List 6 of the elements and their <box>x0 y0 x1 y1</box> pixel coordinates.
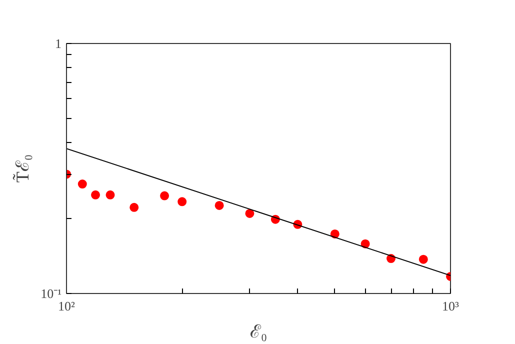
x-tick-label: 10³ <box>442 298 460 314</box>
y-tick-label: 10⁻¹ <box>40 286 62 301</box>
y-axis-title: T̃ℰ₀ <box>12 154 33 183</box>
y-tick-label: 1 <box>55 36 62 51</box>
x-tick-label: 10² <box>58 298 76 314</box>
x-axis-title: ℰ₀ <box>250 322 268 342</box>
